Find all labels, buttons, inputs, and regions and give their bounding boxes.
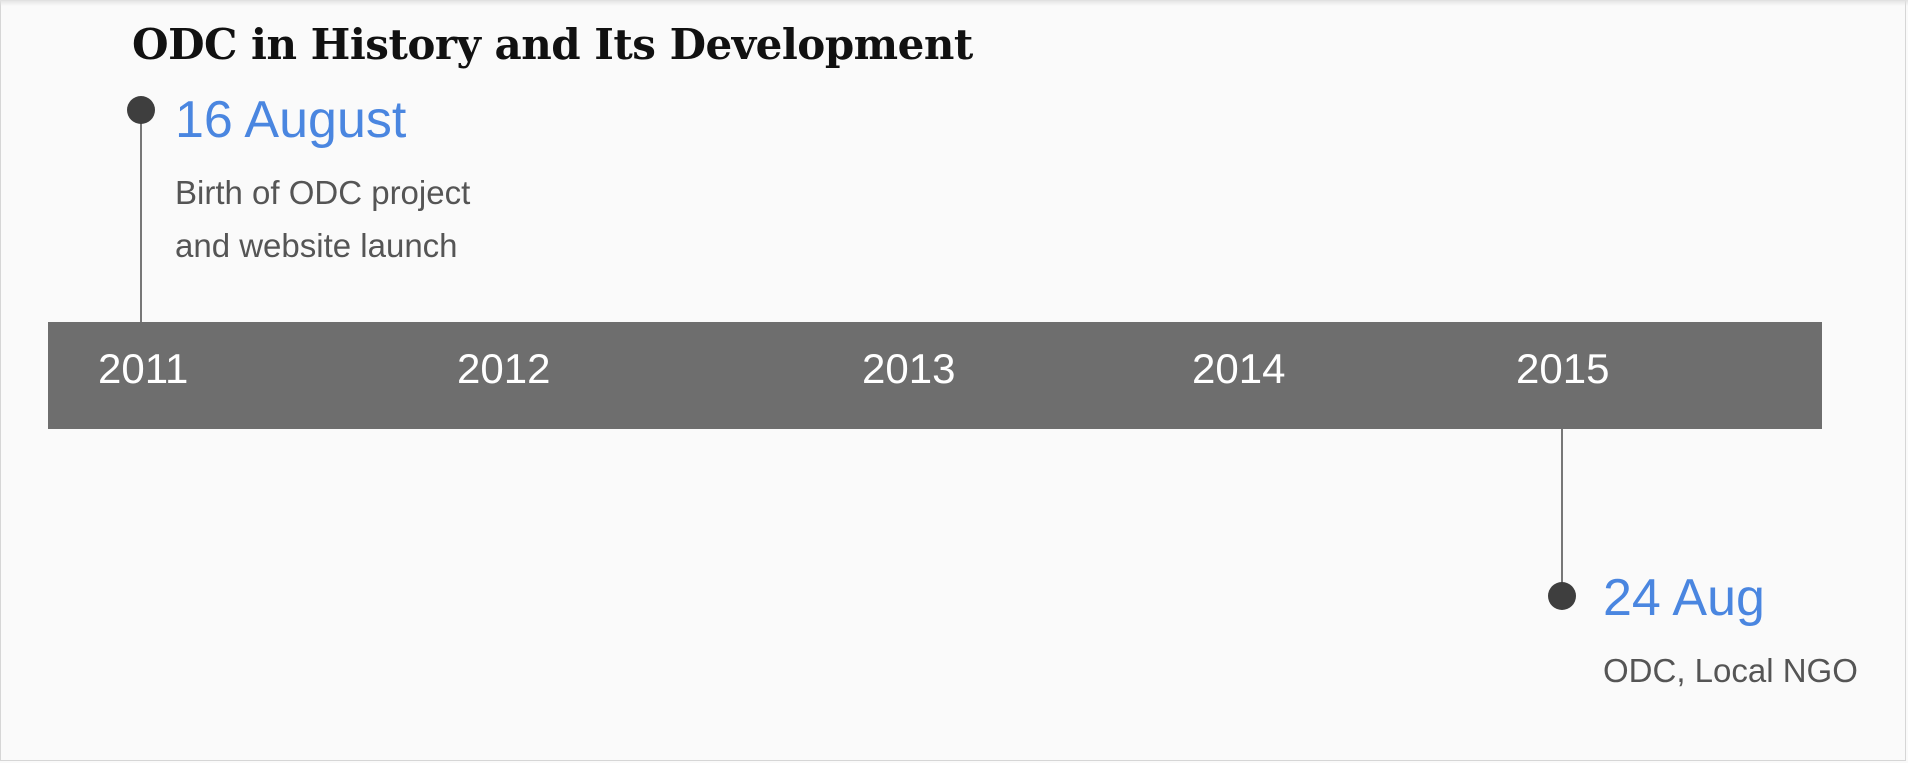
page-title: ODC in History and Its Development bbox=[132, 20, 973, 69]
event-1-dot bbox=[127, 96, 155, 124]
event-1-date: 16 August bbox=[175, 91, 407, 149]
top-shadow bbox=[0, 0, 1908, 6]
year-2015-label: 2015 bbox=[1516, 345, 1610, 392]
year-2012-label: 2012 bbox=[457, 345, 551, 392]
event-2-dot bbox=[1548, 582, 1576, 610]
year-2011-label: 2011 bbox=[98, 345, 189, 392]
event-1-description-line-2: and website launch bbox=[175, 227, 458, 264]
year-2014-label: 2014 bbox=[1192, 345, 1286, 392]
timeline-bar bbox=[48, 322, 1822, 429]
event-1-description-line-1: Birth of ODC project bbox=[175, 174, 471, 211]
year-2013-label: 2013 bbox=[862, 345, 956, 392]
event-2-description-line-1: ODC, Local NGO bbox=[1603, 652, 1858, 689]
event-1-connector bbox=[140, 110, 142, 322]
event-2-date: 24 Aug bbox=[1603, 569, 1765, 627]
event-2-connector bbox=[1561, 429, 1563, 596]
